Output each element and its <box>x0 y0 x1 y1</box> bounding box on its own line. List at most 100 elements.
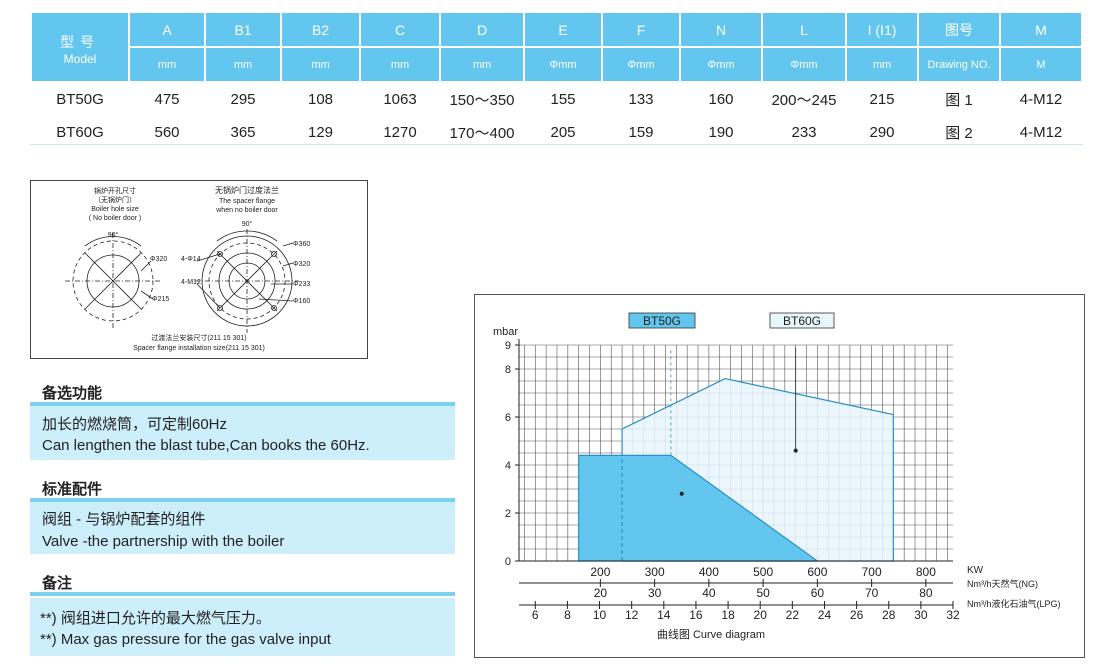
flange-drawing: 锅炉开孔尺寸 （无锅炉门） Boiler hole size ( No boil… <box>30 180 368 359</box>
flange-svg: 锅炉开孔尺寸 （无锅炉门） Boiler hole size ( No boil… <box>65 185 310 352</box>
y-axis-label: mbar <box>493 326 518 338</box>
lpg-tick-label: 8 <box>564 608 571 622</box>
model-header-en: Model <box>63 52 97 66</box>
x-tick-label: 400 <box>699 565 719 579</box>
table-cell: 108 <box>307 91 334 108</box>
table-cell: 155 <box>550 91 576 108</box>
model-cell: BT60G <box>56 124 104 141</box>
lpg-tick-label: 32 <box>946 608 960 622</box>
x-tick-label: 700 <box>862 565 882 579</box>
model-cell: BT50G <box>56 91 104 108</box>
lpg-tick-label: 28 <box>882 608 896 622</box>
section-rule <box>30 592 455 596</box>
ng-tick-label: 80 <box>919 586 933 600</box>
ng-axis-label: Nm³/h天然气(NG) <box>967 578 1038 589</box>
table-cell: 4-M12 <box>1019 91 1063 108</box>
table-row: BT50G 475 295 108 1063 150～350 155 133 1… <box>32 81 1081 116</box>
unit-header: Φmm <box>763 46 845 81</box>
unit-header: Φmm <box>681 46 761 81</box>
section-body-notes: **) 阀组进口允许的最大燃气压力。 **) Max gas pressure … <box>30 598 455 656</box>
flange-caption-en: Spacer flange installation size(211 15 3… <box>133 345 265 352</box>
table-cell: 290 <box>869 124 895 141</box>
boiler-hole-figure <box>65 233 161 329</box>
col-header: I (I1) <box>847 13 917 46</box>
x-tick-label: 200 <box>590 565 610 579</box>
unit-header: Φmm <box>603 46 679 81</box>
table-cell: 170～400 <box>449 125 515 142</box>
unit-header: Drawing NO. <box>919 46 999 81</box>
col-header: E <box>525 13 601 46</box>
col-header: F <box>603 13 679 46</box>
col-header: 图号 <box>919 13 999 46</box>
unit-header: mm <box>130 46 204 81</box>
table-header-row: 型号 Model A B1 B2 C D E F N L I (I1) 图号 M <box>32 13 1081 81</box>
table-cell: 图 2 <box>945 125 973 142</box>
table-cell: 159 <box>628 124 654 141</box>
section-rule <box>30 402 455 406</box>
ng-tick-label: 50 <box>756 586 770 600</box>
section-line: 加长的燃烧筒，可定制60Hz <box>42 416 228 433</box>
section-rule <box>30 498 455 502</box>
lpg-tick-label: 18 <box>721 608 735 622</box>
col-header: N <box>681 13 761 46</box>
ng-tick-label: 70 <box>865 586 879 600</box>
dim-label: Φ320 <box>150 256 167 263</box>
chart-areas <box>578 347 894 562</box>
left-title-line: （无锅炉门） <box>94 195 136 204</box>
section-title-options: 备选功能 <box>42 385 103 402</box>
right-title-line: 无锅炉门过度法兰 <box>215 185 279 195</box>
chart-title: 曲线图 Curve diagram <box>657 627 765 641</box>
lpg-tick-label: 30 <box>914 608 928 622</box>
left-title-line: ( No boiler door ) <box>89 215 142 222</box>
col-header: B2 <box>282 13 359 46</box>
table-cell: 133 <box>628 91 654 108</box>
series-marker-bt50g <box>679 491 684 496</box>
table-cell: 215 <box>869 91 895 108</box>
spacer-flange-figure <box>195 229 299 333</box>
col-header: M <box>1001 13 1081 46</box>
col-header: A <box>130 13 204 46</box>
dim-label: Φ233 <box>293 281 310 288</box>
section-body-accessories: 阀组 - 与锅炉配套的组件 Valve -the partnership wit… <box>30 502 455 554</box>
dim-label: 4-Φ14 <box>181 256 201 263</box>
col-header: D <box>441 13 523 46</box>
lpg-tick-label: 6 <box>532 608 539 622</box>
x-tick-label: 600 <box>807 565 827 579</box>
lpg-tick-label: 26 <box>850 608 864 622</box>
legend-bt60g: BT60G <box>769 312 835 329</box>
section-body-options: 加长的燃烧筒，可定制60Hz Can lengthen the blast tu… <box>30 406 455 460</box>
lpg-tick-label: 14 <box>657 608 671 622</box>
lpg-tick-label: 20 <box>754 608 768 622</box>
y-tick-label: 8 <box>505 364 511 376</box>
table-cell: 205 <box>550 124 576 141</box>
col-header: L <box>763 13 845 46</box>
unit-header: mm <box>282 46 359 81</box>
unit-header: M <box>1001 46 1081 81</box>
dim-label: Φ360 <box>293 241 310 248</box>
table-units-row: mm mm mm mm mm Φmm Φmm Φmm Φmm mm Drawin… <box>32 46 1081 81</box>
table-cell: 560 <box>154 124 180 141</box>
y-tick-label: 0 <box>505 556 511 568</box>
table-cell: 200～245 <box>771 92 837 109</box>
unit-header: mm <box>361 46 439 81</box>
x-axis-label: KW <box>967 565 984 576</box>
dim-label: Φ160 <box>293 298 310 305</box>
section-line: Can lengthen the blast tube,Can books th… <box>42 437 370 454</box>
unit-header: Φmm <box>525 46 601 81</box>
x-tick-label: 300 <box>645 565 665 579</box>
lpg-tick-label: 10 <box>593 608 607 622</box>
y-tick-label: 4 <box>505 460 511 472</box>
y-tick-label: 2 <box>505 508 511 520</box>
legend-bt50g: BT50G <box>628 312 696 329</box>
dim-label: Φ215 <box>152 296 169 303</box>
lpg-tick-label: 24 <box>818 608 832 622</box>
section-line: **) Max gas pressure for the gas valve i… <box>40 631 331 648</box>
section-title-accessories: 标准配件 <box>42 481 103 498</box>
angle-label: 90° <box>108 231 119 239</box>
dim-label: 4-M12 <box>181 279 201 286</box>
section-title-notes: 备注 <box>42 575 73 592</box>
table-cell: 365 <box>230 124 256 141</box>
table-cell: 1063 <box>383 91 417 108</box>
flange-caption-zh: 过渡法兰安装尺寸(211 15 301) <box>151 333 246 342</box>
